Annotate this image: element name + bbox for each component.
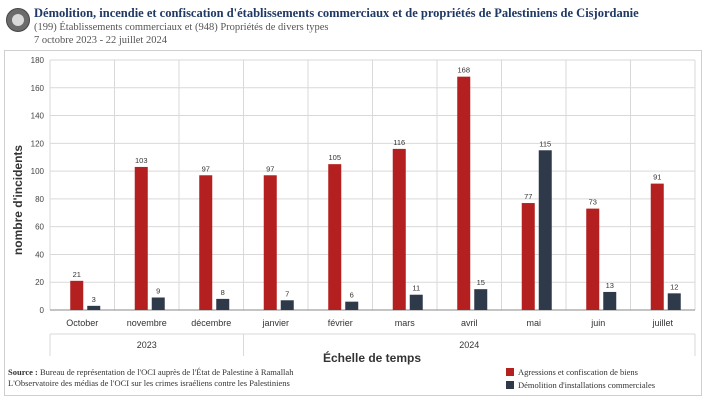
x-tick-label: novembre	[127, 318, 167, 328]
bar-series1	[586, 208, 600, 310]
data-label-series2: 7	[285, 289, 289, 298]
x-tick-label: mai	[526, 318, 541, 328]
y-tick-label: 160	[31, 84, 45, 93]
chart-frame	[4, 50, 702, 396]
data-label-series1: 77	[524, 192, 532, 201]
y-axis-title: nombre d'incidents	[11, 145, 25, 256]
bar-series1	[263, 175, 277, 310]
data-label-series2: 12	[670, 282, 678, 291]
data-label-series2: 13	[606, 281, 614, 290]
chart-header: Démolition, incendie et confiscation d'é…	[0, 0, 706, 48]
date-range: 7 octobre 2023 - 22 juillet 2024	[34, 35, 167, 46]
source-note: Source : Bureau de représentation de l'O…	[8, 367, 293, 389]
bar-series1	[521, 203, 535, 310]
x-tick-label: janvier	[261, 318, 289, 328]
bar-series1	[650, 183, 664, 310]
source-line-1: Bureau de représentation de l'OCI auprès…	[39, 367, 294, 377]
data-label-series1: 21	[73, 270, 81, 279]
bars-layer	[70, 76, 681, 311]
data-label-series1: 97	[202, 164, 210, 173]
x-tick-label: avril	[461, 318, 478, 328]
legend-swatch-series1	[506, 368, 514, 376]
bar-series2	[345, 301, 359, 310]
bar-series1	[134, 166, 148, 310]
y-tick-label: 60	[35, 223, 44, 232]
y-tick-label: 40	[35, 250, 44, 259]
bar-series2	[538, 150, 552, 310]
y-tick-label: 20	[35, 278, 44, 287]
legend-swatch-series2	[506, 381, 514, 389]
y-tick-label: 180	[31, 56, 45, 65]
x-tick-label: juillet	[651, 318, 673, 328]
y-tick-label: 120	[31, 139, 45, 148]
legend: Agressions et confiscation de biens Démo…	[506, 367, 655, 390]
data-label-series1: 105	[328, 153, 341, 162]
bar-series1	[70, 280, 84, 310]
x-tick-label: mars	[395, 318, 415, 328]
bar-series2	[280, 300, 294, 310]
bar-series2	[603, 291, 617, 310]
bar-series2	[216, 298, 230, 310]
x-tick-label: décembre	[191, 318, 231, 328]
bar-series2	[409, 294, 423, 310]
data-label-series2: 15	[477, 278, 485, 287]
group-label: 2024	[459, 340, 479, 350]
oic-logo-icon	[6, 8, 30, 32]
chart-title: Démolition, incendie et confiscation d'é…	[34, 6, 639, 20]
x-axis-title: Échelle de temps	[323, 350, 421, 365]
bar-series2	[474, 289, 488, 310]
data-label-series2: 8	[221, 288, 225, 297]
data-label-series2: 11	[412, 284, 420, 293]
data-label-series2: 9	[156, 287, 160, 296]
source-label: Source :	[8, 367, 38, 377]
bar-series1	[199, 175, 213, 310]
bar-series1	[392, 148, 406, 310]
data-label-series1: 91	[653, 173, 661, 182]
data-label-series1: 97	[266, 164, 274, 173]
x-tick-label: October	[66, 318, 98, 328]
bar-series2	[667, 293, 681, 310]
data-label-series1: 116	[393, 138, 405, 147]
bar-series1	[457, 76, 471, 311]
y-tick-label: 0	[40, 306, 45, 315]
x-tick-label: juin	[590, 318, 605, 328]
y-tick-label: 140	[31, 112, 45, 121]
data-label-series2: 6	[350, 291, 354, 300]
chart-subtitle: (199) Établissements commerciaux et (948…	[34, 22, 329, 33]
y-tick-label: 100	[31, 167, 45, 176]
bar-series2	[151, 297, 165, 310]
bar-series2	[87, 305, 101, 310]
data-label-series1: 73	[589, 198, 597, 207]
data-label-series1: 168	[457, 66, 470, 75]
group-label: 2023	[137, 340, 157, 350]
data-label-series1: 103	[135, 156, 148, 165]
x-tick-label: février	[328, 318, 353, 328]
data-label-series2: 3	[92, 295, 96, 304]
legend-label-series1: Agressions et confiscation de biens	[518, 367, 638, 377]
source-line-2: L'Observatoire des médias de l'OCI sur l…	[8, 378, 290, 388]
data-label-series2: 115	[539, 139, 551, 148]
legend-label-series2: Démolition d'installations commerciales	[518, 380, 655, 390]
bar-series1	[328, 164, 342, 310]
y-tick-label: 80	[35, 195, 44, 204]
